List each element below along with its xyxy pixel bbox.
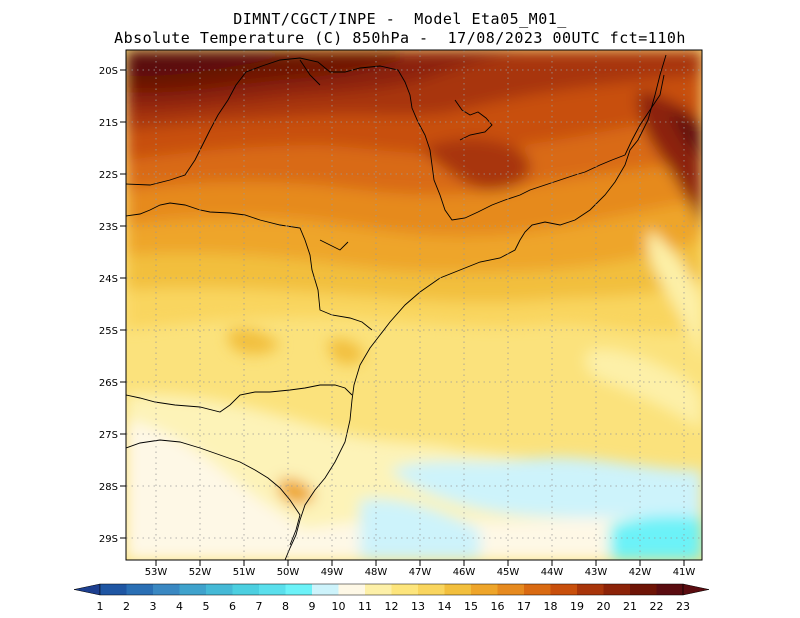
colorbar-label: 19	[570, 600, 584, 613]
lon-label: 53W	[145, 567, 168, 578]
lon-label: 52W	[189, 567, 212, 578]
colorbar-label: 4	[176, 600, 183, 613]
coastline-and-borders	[126, 54, 667, 560]
colorbar-bin	[232, 584, 260, 595]
colorbar-label: 9	[309, 600, 316, 613]
colorbar-label: 5	[203, 600, 210, 613]
colorbar-bin	[285, 584, 313, 595]
latitude-axis: 20S 21S 22S 23S 24S 25S 26S 27S 28S 29S	[99, 66, 126, 545]
colorbar-bin	[444, 584, 472, 595]
colorbar-label: 23	[676, 600, 690, 613]
colorbar-bin	[391, 584, 419, 595]
colorbar-bin	[550, 584, 578, 595]
lat-label: 29S	[99, 534, 118, 545]
colorbar-bin	[259, 584, 286, 595]
map-title-line-2: Absolute Temperature (C) 850hPa - 17/08/…	[114, 29, 686, 47]
lon-label: 48W	[365, 567, 388, 578]
colorbar-bin	[603, 584, 631, 595]
lon-label: 43W	[585, 567, 608, 578]
colorbar-bin	[630, 584, 657, 595]
colorbar-bin	[206, 584, 233, 595]
colorbar-bin	[365, 584, 392, 595]
longitude-axis: 53W 52W 51W 50W 49W 48W 47W 46W 45W 44W …	[145, 560, 696, 578]
colorbar-bin	[179, 584, 207, 595]
colorbar-bin	[312, 584, 339, 595]
colorbar-label: 21	[623, 600, 637, 613]
lon-label: 41W	[673, 567, 696, 578]
lat-label: 26S	[99, 378, 118, 389]
colorbar-label: 10	[332, 600, 346, 613]
colorbar-arrow-low	[73, 583, 101, 596]
lon-label: 47W	[409, 567, 432, 578]
colorbar-label: 11	[358, 600, 372, 613]
map-title-line-1: DIMNT/CGCT/INPE - Model Eta05_M01_	[233, 10, 567, 28]
colorbar-label: 2	[123, 600, 130, 613]
lon-label: 45W	[497, 567, 520, 578]
graticule	[126, 50, 702, 560]
colorbar-label: 22	[650, 600, 664, 613]
colorbar: 1 2 3 4 5 6 7 8 9 10 11 12 13 14 15 16 17 18 19 20 21 22 23	[73, 583, 710, 613]
colorbar-label: 1	[97, 600, 104, 613]
colorbar-label: 8	[282, 600, 289, 613]
colorbar-bin	[100, 584, 127, 595]
lat-label: 22S	[99, 170, 118, 181]
colorbar-bin	[497, 584, 525, 595]
lat-label: 23S	[99, 222, 118, 233]
colorbar-label: 13	[411, 600, 425, 613]
colorbar-bin	[153, 584, 180, 595]
lon-label: 44W	[541, 567, 564, 578]
lat-label: 21S	[99, 118, 118, 129]
lat-label: 20S	[99, 66, 118, 77]
colorbar-label: 3	[150, 600, 157, 613]
colorbar-bin	[338, 584, 366, 595]
colorbar-frame	[99, 583, 684, 596]
colorbar-label: 20	[597, 600, 611, 613]
colorbar-bin	[577, 584, 604, 595]
colorbar-label: 18	[544, 600, 558, 613]
colorbar-label: 14	[438, 600, 452, 613]
lat-label: 28S	[99, 482, 118, 493]
colorbar-arrow-high	[682, 583, 710, 596]
lon-label: 50W	[277, 567, 300, 578]
colorbar-bin	[126, 584, 154, 595]
lon-label: 42W	[629, 567, 652, 578]
colorbar-bin	[656, 584, 684, 595]
colorbar-bin	[471, 584, 498, 595]
temperature-field	[126, 50, 702, 560]
colorbar-label: 6	[229, 600, 236, 613]
colorbar-label: 17	[517, 600, 531, 613]
lat-label: 25S	[99, 326, 118, 337]
colorbar-label: 12	[385, 600, 399, 613]
lat-label: 27S	[99, 430, 118, 441]
lon-label: 51W	[233, 567, 256, 578]
colorbar-label: 15	[464, 600, 478, 613]
lat-label: 24S	[99, 274, 118, 285]
colorbar-label: 7	[256, 600, 263, 613]
lon-label: 49W	[321, 567, 344, 578]
colorbar-bin	[418, 584, 445, 595]
colorbar-label: 16	[491, 600, 505, 613]
lon-label: 46W	[453, 567, 476, 578]
map-frame	[125, 49, 703, 561]
colorbar-bin	[524, 584, 551, 595]
